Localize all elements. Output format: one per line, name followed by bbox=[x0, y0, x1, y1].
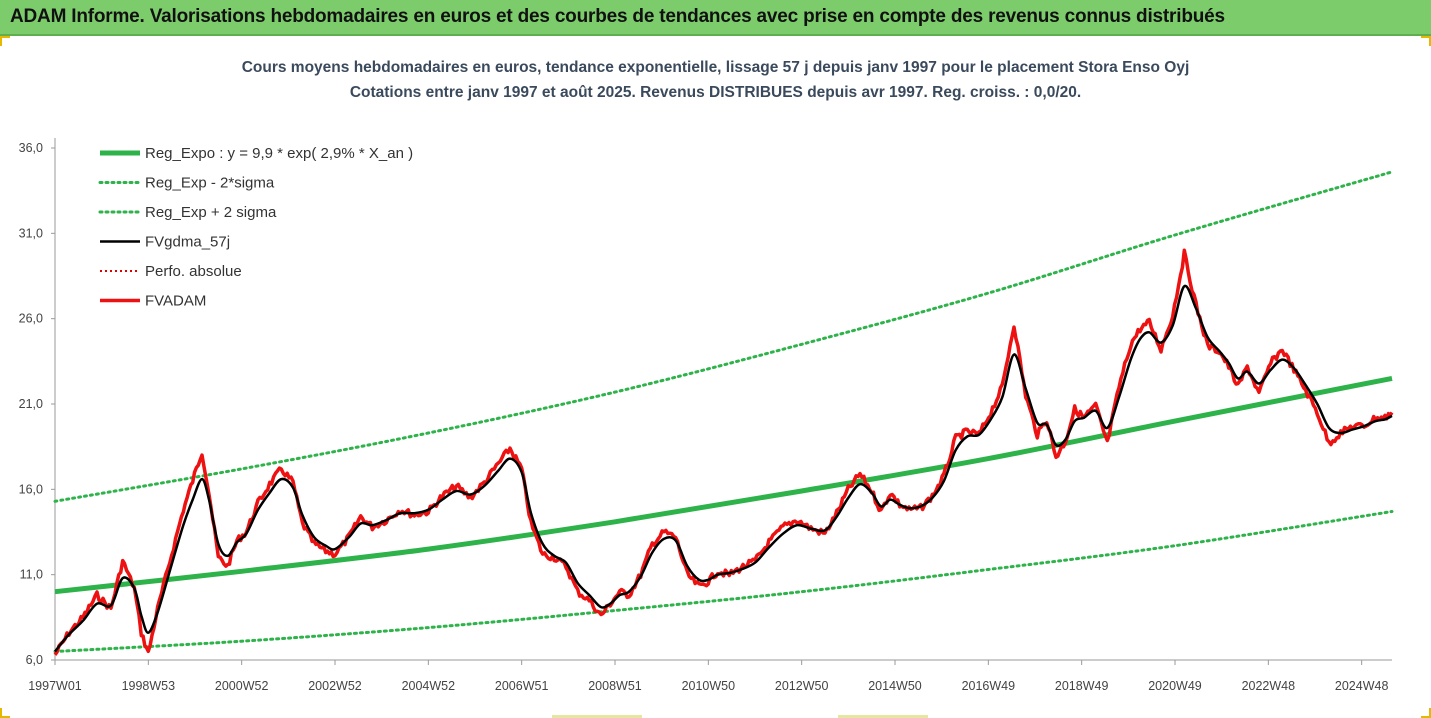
chart-series bbox=[53, 170, 1394, 656]
y-tick-label: 6,0 bbox=[26, 653, 43, 667]
report-banner: ADAM Informe. Valorisations hebdomadaire… bbox=[0, 0, 1431, 36]
series-fvadam-line bbox=[53, 248, 1394, 656]
x-tick-label: 2010W50 bbox=[682, 679, 736, 693]
x-tick-label: 2012W50 bbox=[775, 679, 829, 693]
legend-label-perf: Perfo. absolue bbox=[145, 263, 242, 280]
frame-bottom-marker bbox=[552, 715, 642, 718]
x-tick-label: 2014W50 bbox=[868, 679, 922, 693]
chart-subtitle: Cotations entre janv 1997 et août 2025. … bbox=[349, 84, 1082, 101]
chart-legend: Reg_Expo : y = 9,9 * exp( 2,9% * X_an ) R… bbox=[98, 145, 413, 310]
legend-label-fvadam: FVADAM bbox=[145, 293, 206, 310]
series-lower-line bbox=[53, 510, 1394, 653]
x-tick-label: 2002W52 bbox=[308, 679, 362, 693]
y-tick-label: 11,0 bbox=[20, 568, 43, 582]
x-tick-label: 1998W53 bbox=[122, 679, 176, 693]
x-tick-label: 1997W01 bbox=[28, 679, 82, 693]
chart-title: Cours moyens hebdomadaires en euros, ten… bbox=[241, 59, 1190, 76]
x-tick-label: 2008W51 bbox=[588, 679, 642, 693]
y-tick-label: 31,0 bbox=[19, 226, 43, 240]
legend-label-lower: Reg_Exp - 2*sigma bbox=[145, 175, 275, 192]
frame-corner-bottom-right bbox=[1421, 708, 1431, 718]
x-tick-label: 2020W49 bbox=[1148, 679, 1202, 693]
x-tick-label: 2018W49 bbox=[1055, 679, 1109, 693]
x-tick-label: 2000W52 bbox=[215, 679, 269, 693]
x-tick-label: 2006W51 bbox=[495, 679, 549, 693]
x-tick-label: 2024W48 bbox=[1335, 679, 1389, 693]
y-tick-label: 21,0 bbox=[19, 397, 43, 411]
frame-corner-bottom-left bbox=[0, 708, 10, 718]
series-upper-line bbox=[53, 170, 1394, 503]
frame-corner-top-right bbox=[1421, 36, 1431, 46]
y-tick-label: 36,0 bbox=[19, 141, 43, 155]
x-tick-label: 2016W49 bbox=[962, 679, 1016, 693]
legend-label-trend: Reg_Expo : y = 9,9 * exp( 2,9% * X_an ) bbox=[145, 145, 413, 162]
series-smooth-line bbox=[54, 284, 1393, 653]
legend-label-smooth: FVgdma_57j bbox=[145, 234, 230, 251]
report-title: ADAM Informe. Valorisations hebdomadaire… bbox=[10, 6, 1225, 27]
y-tick-label: 16,0 bbox=[19, 482, 43, 496]
frame-corner-top-left bbox=[0, 36, 10, 46]
legend-label-upper: Reg_Exp + 2 sigma bbox=[145, 204, 277, 221]
y-tick-label: 26,0 bbox=[19, 312, 43, 326]
x-tick-label: 2004W52 bbox=[402, 679, 456, 693]
frame-bottom-marker bbox=[838, 715, 928, 718]
x-tick-label: 2022W48 bbox=[1242, 679, 1296, 693]
series-trend-line bbox=[54, 375, 1393, 595]
chart-axes: 6,0 11,0 16,0 21,0 26,0 31,0 36,0 1997W01 1998W5… bbox=[19, 138, 1392, 693]
